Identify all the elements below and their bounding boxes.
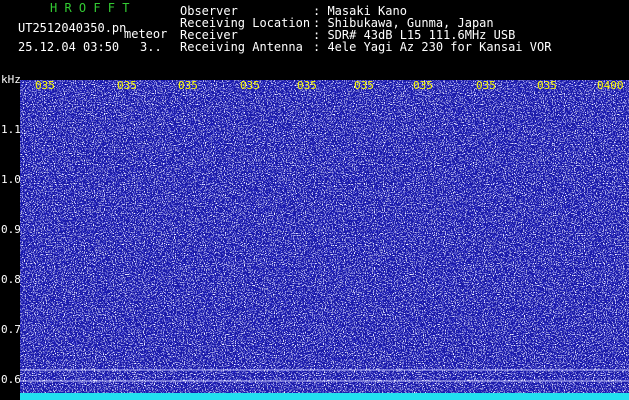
extra: 3..: [140, 40, 162, 54]
time-label: 035: [178, 79, 198, 92]
info-value: : Shibukawa, Gunma, Japan: [313, 16, 494, 30]
info-label: Observer: [180, 4, 238, 18]
info-value: : SDR# 43dB L15 111.6MHz USB: [313, 28, 516, 42]
info-label: Receiving Location: [180, 16, 311, 30]
time-label: 0400: [597, 79, 624, 92]
datetime: 25.12.04 03:50: [18, 40, 120, 54]
time-label: 035: [537, 79, 557, 92]
freq-label: 1.1: [1, 123, 21, 136]
info-value: : 4ele Yagi Az 230 for Kansai VOR: [313, 40, 552, 54]
time-label: 035: [297, 79, 317, 92]
freq-label: 0.6: [1, 373, 21, 386]
unit-label: kHz: [1, 73, 21, 86]
tag: meteor: [124, 27, 168, 41]
time-label: 035: [240, 79, 260, 92]
freq-label: 0.8: [1, 273, 21, 286]
freq-label: 1.0: [1, 173, 21, 186]
freq-label: 0.7: [1, 323, 21, 336]
info-label: Receiving Antenna: [180, 40, 303, 54]
time-label: 035: [476, 79, 496, 92]
signal-strip: [20, 393, 629, 400]
info-label: Receiver: [180, 28, 238, 42]
time-label: 035: [354, 79, 374, 92]
app-title: H R O F F T: [50, 1, 130, 15]
noise: [20, 80, 629, 400]
freq-label: 0.9: [1, 223, 21, 236]
file-name: UT2512040350.pn: [18, 21, 127, 35]
time-label: 035: [35, 79, 55, 92]
time-label: 035: [117, 79, 137, 92]
time-label: 035: [413, 79, 433, 92]
info-value: : Masaki Kano: [313, 4, 407, 18]
